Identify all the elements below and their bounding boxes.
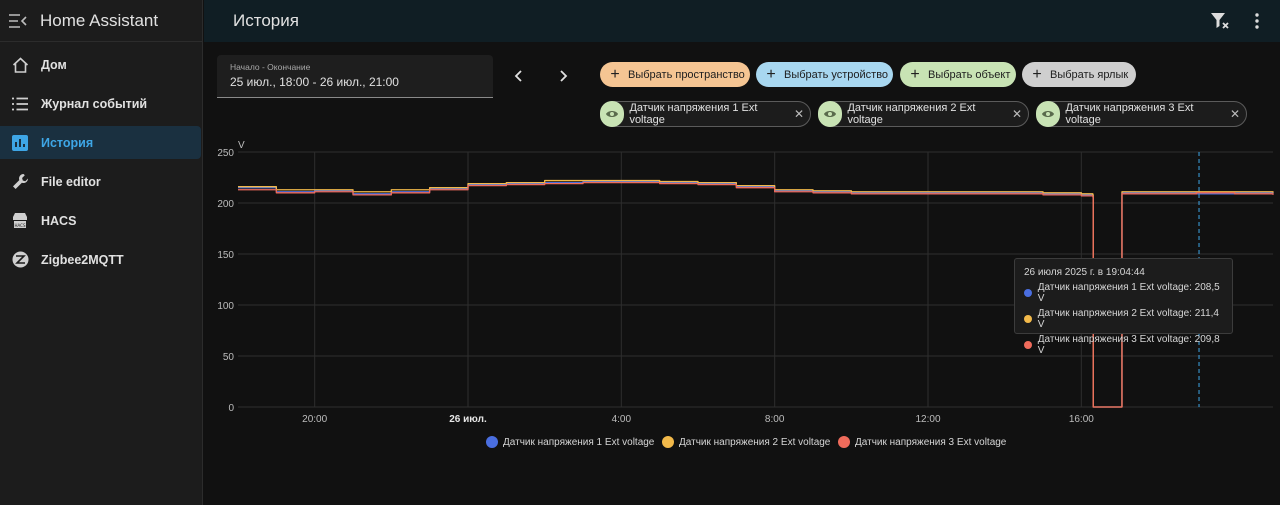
tooltip-text: Датчик напряжения 2 Ext voltage: 211,4 V: [1037, 308, 1219, 330]
plus-icon: +: [910, 65, 920, 83]
zigbee-icon: [0, 251, 38, 268]
tooltip-row: Датчик напряжения 1 Ext voltage: 208,5 V: [1024, 282, 1223, 304]
entity-chip-voltage-2[interactable]: Датчик напряжения 2 Ext voltage ✕: [818, 101, 1029, 127]
sidebar-item-logbook[interactable]: Журнал событий: [0, 87, 201, 120]
entity-chip-voltage-1[interactable]: Датчик напряжения 1 Ext voltage ✕: [600, 101, 811, 127]
x-tick-label: 16:00: [1069, 414, 1094, 425]
tooltip-title: 26 июля 2025 г. в 19:04:44: [1024, 267, 1145, 278]
eye-icon: [818, 101, 843, 127]
legend-marker: [486, 436, 498, 448]
y-axis-label: V: [238, 140, 245, 151]
sidebar-header: Home Assistant: [0, 0, 202, 42]
history-line-chart[interactable]: 0 50 100 150 200 250 V 20:00 26 июл. 4:00 8:00 12:0…: [205, 138, 1280, 458]
series-marker: [1024, 315, 1032, 323]
top-app-bar: История: [204, 0, 1280, 42]
sidebar-item-label: HACS: [41, 213, 77, 228]
y-tick-label: 150: [217, 250, 234, 261]
chip-label: Выбрать пространство: [628, 68, 745, 81]
chip-label: Выбрать устройство: [784, 68, 889, 81]
entity-chip-label: Датчик напряжения 2 Ext voltage: [847, 102, 976, 126]
legend-label: Датчик напряжения 2 Ext voltage: [679, 436, 831, 448]
choose-entity-button[interactable]: + Выбрать объект: [900, 62, 1016, 87]
x-tick-label: 20:00: [302, 414, 327, 425]
legend-item-voltage-1[interactable]: Датчик напряжения 1 Ext voltage: [486, 436, 654, 448]
history-chart-icon: [0, 134, 38, 151]
app-title: Home Assistant: [40, 10, 159, 30]
x-tick-label: 26 июл.: [449, 414, 487, 425]
remove-icon[interactable]: ✕: [1011, 107, 1022, 121]
sidebar-item-label: История: [41, 135, 94, 150]
plus-icon: +: [1032, 65, 1042, 83]
choose-area-button[interactable]: + Выбрать пространство: [600, 62, 750, 87]
sidebar-item-label: File editor: [41, 174, 101, 189]
more-options-icon[interactable]: [1245, 9, 1269, 33]
wrench-icon: [0, 173, 38, 190]
series-marker: [1024, 341, 1032, 349]
legend-marker: [838, 436, 850, 448]
x-tick-label: 8:00: [765, 414, 785, 425]
sidebar: Home Assistant Дом Журнал событий Истори…: [0, 0, 203, 505]
chip-label: Выбрать объект: [928, 68, 1011, 81]
date-range-value: 25 июл., 18:00 - 26 июл., 21:00: [230, 75, 399, 89]
tooltip-text: Датчик напряжения 3 Ext voltage: 209,8 V: [1037, 334, 1220, 356]
sidebar-item-label: Zigbee2MQTT: [41, 252, 124, 267]
eye-icon: [1036, 101, 1061, 127]
svg-text:HACS: HACS: [14, 223, 25, 228]
chip-label: Выбрать ярлык: [1050, 68, 1129, 81]
sidebar-item-hacs[interactable]: HACS HACS: [0, 204, 201, 237]
x-tick-label: 12:00: [915, 414, 940, 425]
tooltip-row: Датчик напряжения 3 Ext voltage: 209,8 V: [1024, 334, 1223, 356]
series-line-3: [238, 181, 1274, 408]
sidebar-item-file-editor[interactable]: File editor: [0, 165, 201, 198]
legend-marker: [662, 436, 674, 448]
page-title: История: [233, 11, 299, 30]
tooltip-text: Датчик напряжения 1 Ext voltage: 208,5 V: [1037, 282, 1220, 304]
home-icon: [0, 56, 38, 73]
entity-chip-label: Датчик напряжения 3 Ext voltage: [1065, 102, 1194, 126]
x-tick-label: 4:00: [612, 414, 632, 425]
logbook-icon: [0, 97, 38, 111]
tooltip-row: Датчик напряжения 2 Ext voltage: 211,4 V: [1024, 308, 1223, 330]
remove-icon[interactable]: ✕: [1229, 107, 1240, 121]
legend-label: Датчик напряжения 3 Ext voltage: [855, 436, 1007, 448]
chart-tooltip: 26 июля 2025 г. в 19:04:44 Датчик напряж…: [1014, 258, 1233, 356]
plus-icon: +: [766, 65, 776, 83]
clear-filter-icon[interactable]: [1208, 9, 1232, 33]
eye-icon: [600, 101, 625, 127]
sidebar-item-zigbee2mqtt[interactable]: Zigbee2MQTT: [0, 243, 201, 276]
chart-legend: Датчик напряжения 1 Ext voltage Датчик н…: [0, 436, 1280, 450]
choose-label-button[interactable]: + Выбрать ярлык: [1022, 62, 1136, 87]
legend-item-voltage-2[interactable]: Датчик напряжения 2 Ext voltage: [662, 436, 830, 448]
sidebar-item-history[interactable]: История: [0, 126, 201, 159]
sidebar-item-home[interactable]: Дом: [0, 48, 201, 81]
plus-icon: +: [610, 65, 620, 83]
entity-chip-label: Датчик напряжения 1 Ext voltage: [629, 102, 758, 126]
menu-collapse-icon[interactable]: [0, 0, 36, 42]
sidebar-item-label: Журнал событий: [41, 96, 148, 111]
next-period-icon[interactable]: [554, 66, 574, 86]
y-tick-label: 50: [223, 352, 235, 363]
date-range-picker[interactable]: Начало - Окончание 25 июл., 18:00 - 26 и…: [217, 55, 493, 98]
legend-label: Датчик напряжения 1 Ext voltage: [503, 436, 655, 448]
choose-device-button[interactable]: + Выбрать устройство: [756, 62, 893, 87]
sidebar-item-label: Дом: [41, 57, 67, 72]
y-tick-label: 100: [217, 301, 234, 312]
series-marker: [1024, 289, 1032, 297]
hacs-icon: HACS: [0, 212, 38, 229]
y-tick-label: 0: [228, 403, 234, 414]
legend-item-voltage-3[interactable]: Датчик напряжения 3 Ext voltage: [838, 436, 1006, 448]
entity-chip-voltage-3[interactable]: Датчик напряжения 3 Ext voltage ✕: [1036, 101, 1247, 127]
y-tick-label: 200: [217, 199, 234, 210]
previous-period-icon[interactable]: [508, 66, 528, 86]
date-range-label: Начало - Окончание: [230, 62, 311, 72]
y-tick-label: 250: [217, 148, 234, 159]
remove-icon[interactable]: ✕: [793, 107, 804, 121]
